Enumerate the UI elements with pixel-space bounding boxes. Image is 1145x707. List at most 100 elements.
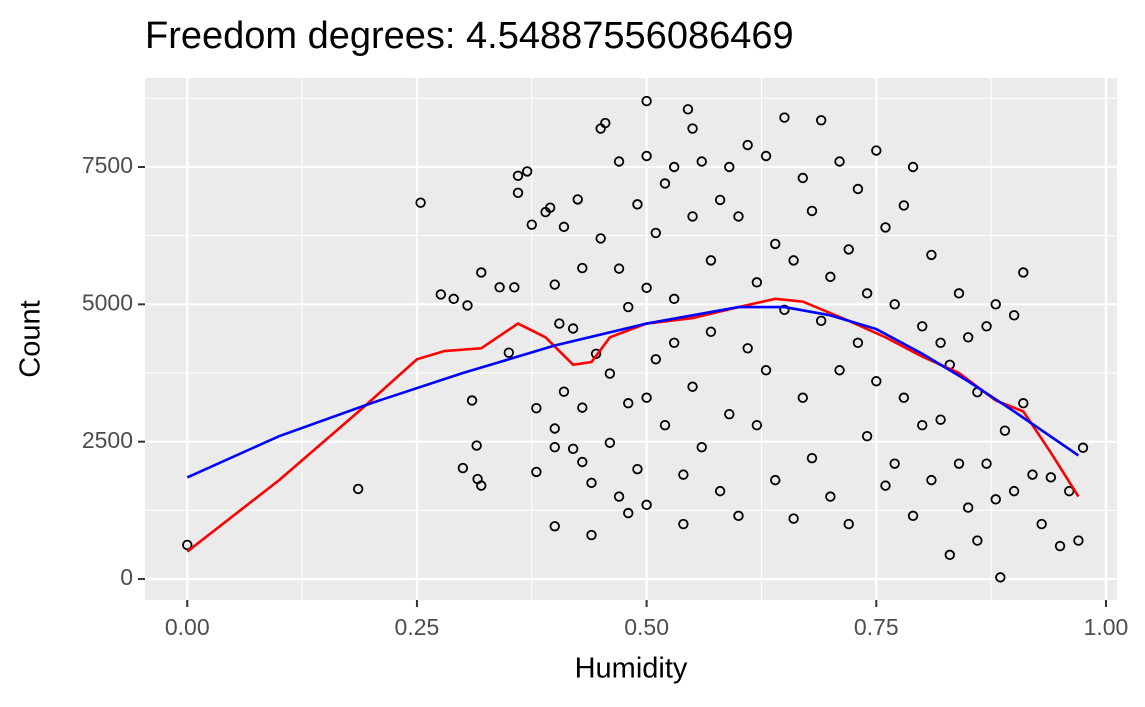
point [889,299,900,310]
point [705,326,717,338]
point [457,462,469,474]
point [861,288,873,299]
point [880,480,891,491]
point [797,392,808,403]
point [1077,442,1089,453]
point [1036,518,1047,530]
point [590,348,602,359]
point [917,419,928,431]
point [462,300,473,311]
point [990,299,1001,310]
point [972,535,983,546]
point [623,507,634,519]
point [898,200,910,211]
point [880,222,891,233]
x-axis-title: Humidity [575,653,688,685]
smooth-line [186,297,1080,553]
point [659,419,671,431]
point [724,161,735,173]
point [549,279,560,290]
point [1008,485,1020,497]
point [788,255,799,266]
point [471,440,482,451]
point [724,409,735,420]
point [604,437,616,448]
point [641,282,652,294]
point [549,423,560,434]
point [600,117,611,129]
point [650,227,662,239]
point [494,282,505,293]
point [641,499,652,511]
point [843,244,854,255]
y-tick-label: 2500 [82,427,133,453]
x-tick-label: 1.00 [1084,614,1129,640]
point [531,402,542,414]
point [926,249,937,261]
chart-title: Freedom degrees: 4.54887556086469 [145,15,794,57]
point [668,293,680,305]
point [586,529,597,541]
point [613,156,625,167]
y-tick-label: 7500 [82,152,133,178]
point [577,456,588,468]
point [558,386,570,397]
point [981,458,992,469]
point [806,452,818,464]
plot-panel [145,78,1117,600]
point [435,289,447,300]
y-tick-label: 5000 [82,289,133,315]
point [751,419,763,431]
point [586,477,597,489]
point [981,321,992,332]
point [953,288,965,299]
point [714,194,726,206]
point [733,211,744,222]
point [512,187,524,199]
point [917,321,928,332]
y-tick-label: 0 [120,564,133,590]
point [687,211,698,222]
point [577,402,588,413]
point [182,539,193,551]
point [852,337,864,348]
point [751,277,763,288]
point [1027,469,1038,480]
point [476,267,487,278]
point [632,199,643,210]
point [613,263,625,274]
point [448,293,459,305]
point [843,518,854,530]
x-tick-label: 0.00 [165,614,210,640]
point [531,466,542,478]
point [815,115,827,126]
point [613,491,625,502]
point [572,194,583,205]
point [742,343,753,354]
point [962,332,974,343]
point [632,463,643,475]
point [567,443,579,455]
point [512,170,524,181]
point [526,219,537,230]
point [567,323,579,334]
point [944,549,955,561]
point [678,469,689,480]
point [788,513,799,524]
point [476,480,487,491]
point [825,271,836,283]
point [641,150,652,162]
point [659,178,671,189]
point [797,172,808,184]
point [544,202,556,213]
point [935,414,946,425]
point [1018,267,1029,278]
point [1045,472,1057,483]
point [466,395,478,406]
point [549,441,560,453]
point [770,238,781,250]
point [554,318,565,329]
point [995,572,1006,583]
point [825,491,836,502]
